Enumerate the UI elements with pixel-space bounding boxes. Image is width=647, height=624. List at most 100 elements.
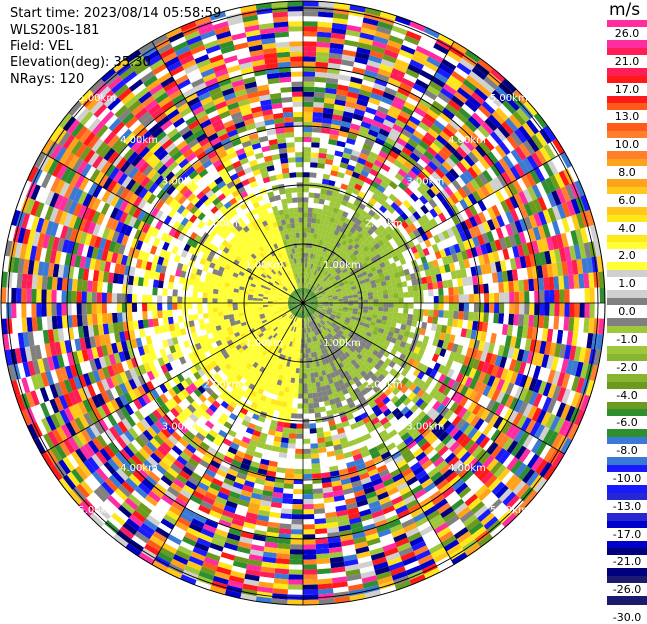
range-gate: [383, 307, 388, 312]
range-gate: [549, 290, 554, 303]
range-gate: [397, 318, 403, 324]
range-gate: [303, 192, 309, 197]
range-gate: [281, 437, 289, 443]
range-gate: [543, 316, 549, 329]
range-gate: [393, 308, 398, 313]
range-gate: [281, 402, 287, 408]
range-gate: [316, 178, 323, 184]
range-gate: [358, 306, 363, 309]
range-gate: [303, 72, 315, 77]
range-gate: [383, 311, 389, 316]
range-gate: [548, 316, 554, 329]
range-gate: [353, 300, 358, 303]
range-gate: [463, 286, 469, 295]
range-gate: [474, 294, 479, 303]
range-gate: [303, 429, 310, 434]
range-gate: [493, 283, 499, 294]
range-gate: [303, 404, 309, 409]
range-gate: [307, 383, 312, 388]
range-gate: [564, 289, 569, 303]
range-gate: [394, 298, 399, 303]
range-gate: [484, 293, 489, 303]
range-gate: [297, 409, 303, 414]
range-gate: [414, 297, 419, 303]
range-gate: [303, 167, 310, 172]
range-gate: [439, 303, 444, 310]
range-gate: [388, 303, 393, 308]
range-gate: [483, 284, 489, 294]
range-gate: [303, 21, 318, 26]
range-gate: [408, 291, 414, 297]
range-gate: [292, 504, 303, 509]
range-gate: [407, 314, 413, 320]
range-gate: [303, 514, 314, 519]
range-gate: [399, 303, 404, 308]
range-gate: [358, 303, 363, 306]
range-gate: [393, 293, 398, 298]
range-gate: [292, 514, 303, 519]
range-gate: [287, 402, 293, 408]
range-gate: [314, 508, 325, 514]
range-gate: [303, 409, 309, 414]
range-gate: [553, 316, 559, 330]
range-gate: [296, 434, 303, 439]
ppi-scan-plot: 1.00km1.00km1.00km1.00km2.00km2.00km2.00…: [0, 0, 607, 607]
range-gate: [288, 393, 294, 399]
range-gate: [303, 353, 306, 358]
range-gate: [291, 408, 297, 414]
range-gate: [294, 383, 299, 388]
range-gate: [303, 378, 307, 383]
range-gate: [296, 368, 300, 373]
range-gate: [368, 306, 373, 310]
range-gate: [509, 303, 514, 314]
range-gate: [289, 559, 303, 564]
range-gate: [287, 600, 303, 605]
range-gate: [289, 569, 303, 574]
range-gate: [404, 303, 409, 309]
range-gate: [453, 287, 459, 295]
range-gate: [313, 393, 319, 399]
range-gate: [303, 590, 318, 595]
range-gate: [311, 152, 319, 158]
range-gate: [559, 289, 564, 303]
range-gate: [312, 213, 317, 219]
range-gate: [423, 290, 429, 297]
range-gate: [434, 303, 439, 310]
range-gate: [464, 303, 469, 312]
range-gate: [434, 296, 439, 303]
range-gate: [290, 549, 303, 554]
range-gate: [404, 298, 409, 304]
range-gate: [303, 464, 312, 469]
range-gate: [303, 137, 312, 142]
range-gate: [306, 358, 309, 363]
range-gate: [296, 363, 300, 368]
range-gate: [554, 290, 559, 303]
range-gate: [303, 585, 318, 590]
range-gate: [489, 293, 494, 303]
range-gate: [488, 283, 494, 293]
range-gate: [292, 403, 298, 409]
range-gate: [310, 172, 317, 178]
range-gate: [303, 177, 310, 182]
range-gate: [529, 291, 534, 303]
range-gate: [303, 600, 319, 605]
range-gate: [316, 422, 323, 428]
range-gate: [442, 280, 448, 288]
range-gate: [287, 398, 293, 404]
range-gate: [442, 318, 448, 326]
range-gate: [309, 192, 315, 198]
range-gate: [538, 315, 544, 328]
range-gate: [312, 468, 321, 474]
range-gate: [303, 358, 306, 363]
range-gate: [303, 1, 319, 6]
range-gate: [289, 574, 304, 579]
range-gate: [319, 402, 325, 408]
range-gate: [543, 277, 549, 290]
range-gate: [408, 309, 414, 315]
range-gate: [303, 449, 311, 454]
range-gate: [294, 474, 303, 479]
range-gate: [373, 303, 378, 307]
range-gate: [294, 469, 303, 474]
range-gate: [428, 289, 434, 296]
range-gate: [316, 543, 329, 549]
